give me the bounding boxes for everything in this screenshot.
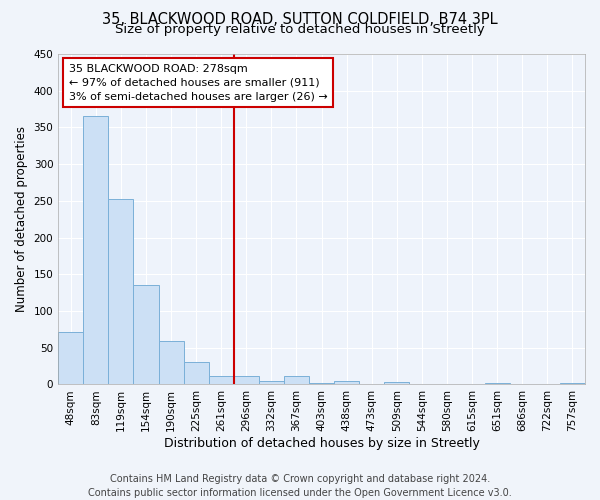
Bar <box>58 332 83 384</box>
Bar <box>234 376 259 384</box>
Bar <box>109 200 133 384</box>
Bar <box>284 376 309 384</box>
Y-axis label: Number of detached properties: Number of detached properties <box>15 126 28 312</box>
Text: Size of property relative to detached houses in Streetly: Size of property relative to detached ho… <box>115 22 485 36</box>
Bar <box>560 383 585 384</box>
Text: Contains HM Land Registry data © Crown copyright and database right 2024.
Contai: Contains HM Land Registry data © Crown c… <box>88 474 512 498</box>
Bar <box>385 382 409 384</box>
Bar <box>334 381 359 384</box>
Bar <box>309 383 334 384</box>
Bar <box>158 341 184 384</box>
Bar <box>184 362 209 384</box>
Bar <box>485 383 510 384</box>
X-axis label: Distribution of detached houses by size in Streetly: Distribution of detached houses by size … <box>164 437 479 450</box>
Bar <box>209 376 234 384</box>
Bar <box>83 116 109 384</box>
Bar <box>133 286 158 384</box>
Bar <box>259 381 284 384</box>
Text: 35 BLACKWOOD ROAD: 278sqm
← 97% of detached houses are smaller (911)
3% of semi-: 35 BLACKWOOD ROAD: 278sqm ← 97% of detac… <box>69 64 328 102</box>
Text: 35, BLACKWOOD ROAD, SUTTON COLDFIELD, B74 3PL: 35, BLACKWOOD ROAD, SUTTON COLDFIELD, B7… <box>102 12 498 28</box>
